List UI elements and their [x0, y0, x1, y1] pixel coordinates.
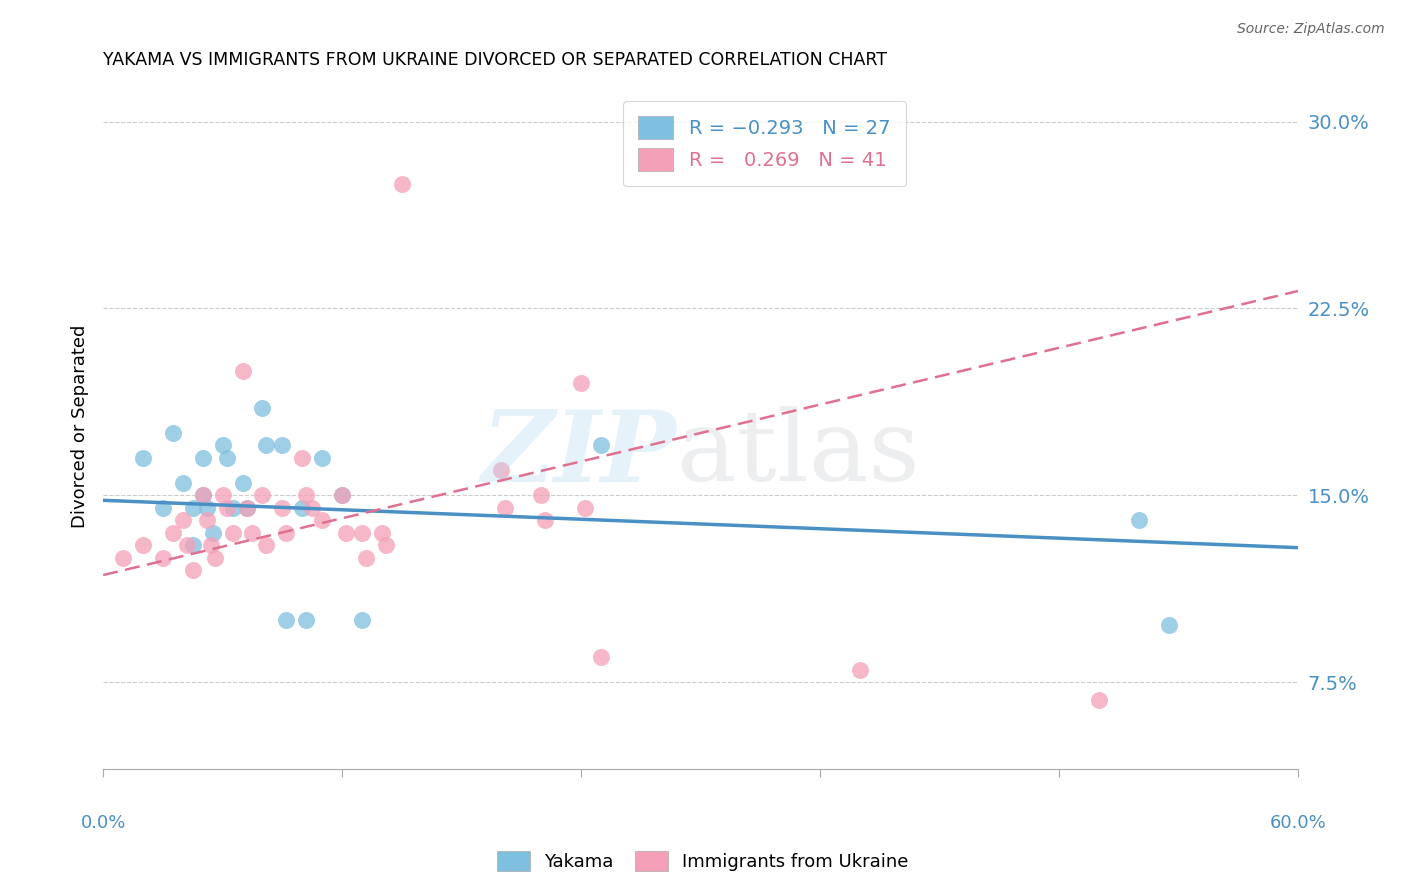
Point — [271, 438, 294, 452]
Point — [252, 401, 274, 416]
Text: 60.0%: 60.0% — [1270, 814, 1326, 832]
Point — [574, 500, 596, 515]
Point — [491, 463, 513, 477]
Point — [311, 513, 333, 527]
Point — [191, 488, 214, 502]
Point — [254, 438, 277, 452]
Point — [221, 500, 243, 515]
Point — [191, 450, 214, 465]
Point — [200, 538, 222, 552]
Point — [235, 500, 257, 515]
Point — [204, 550, 226, 565]
Point — [172, 513, 194, 527]
Point — [271, 500, 294, 515]
Point — [221, 525, 243, 540]
Text: atlas: atlas — [676, 406, 920, 502]
Point — [181, 538, 204, 552]
Y-axis label: Divorced or Separated: Divorced or Separated — [72, 325, 89, 528]
Point — [534, 513, 557, 527]
Point — [849, 663, 872, 677]
Point — [391, 177, 413, 191]
Point — [291, 450, 314, 465]
Point — [1128, 513, 1150, 527]
Point — [172, 475, 194, 490]
Point — [494, 500, 516, 515]
Point — [232, 475, 254, 490]
Point — [301, 500, 323, 515]
Point — [354, 550, 377, 565]
Point — [330, 488, 353, 502]
Point — [112, 550, 135, 565]
Point — [295, 488, 318, 502]
Point — [181, 563, 204, 577]
Point — [152, 550, 174, 565]
Point — [374, 538, 396, 552]
Point — [181, 500, 204, 515]
Point — [235, 500, 257, 515]
Point — [195, 513, 218, 527]
Point — [276, 525, 298, 540]
Point — [132, 450, 155, 465]
Point — [152, 500, 174, 515]
Legend: Yakama, Immigrants from Ukraine: Yakama, Immigrants from Ukraine — [491, 844, 915, 879]
Point — [335, 525, 357, 540]
Point — [201, 525, 224, 540]
Point — [211, 488, 233, 502]
Point — [569, 376, 592, 391]
Point — [276, 613, 298, 627]
Text: 0.0%: 0.0% — [80, 814, 125, 832]
Point — [215, 500, 238, 515]
Point — [242, 525, 264, 540]
Point — [311, 450, 333, 465]
Point — [291, 500, 314, 515]
Point — [371, 525, 394, 540]
Point — [1088, 692, 1111, 706]
Point — [232, 364, 254, 378]
Point — [330, 488, 353, 502]
Point — [252, 488, 274, 502]
Point — [589, 438, 612, 452]
Point — [350, 525, 373, 540]
Point — [295, 613, 318, 627]
Text: YAKAMA VS IMMIGRANTS FROM UKRAINE DIVORCED OR SEPARATED CORRELATION CHART: YAKAMA VS IMMIGRANTS FROM UKRAINE DIVORC… — [103, 51, 887, 69]
Legend: R = −0.293   N = 27, R =   0.269   N = 41: R = −0.293 N = 27, R = 0.269 N = 41 — [623, 101, 905, 186]
Point — [1157, 618, 1180, 632]
Point — [162, 525, 184, 540]
Text: ZIP: ZIP — [482, 406, 676, 502]
Point — [254, 538, 277, 552]
Point — [589, 650, 612, 665]
Point — [162, 425, 184, 440]
Point — [176, 538, 198, 552]
Point — [132, 538, 155, 552]
Point — [195, 500, 218, 515]
Text: Source: ZipAtlas.com: Source: ZipAtlas.com — [1237, 22, 1385, 37]
Point — [530, 488, 553, 502]
Point — [215, 450, 238, 465]
Point — [350, 613, 373, 627]
Point — [211, 438, 233, 452]
Point — [191, 488, 214, 502]
